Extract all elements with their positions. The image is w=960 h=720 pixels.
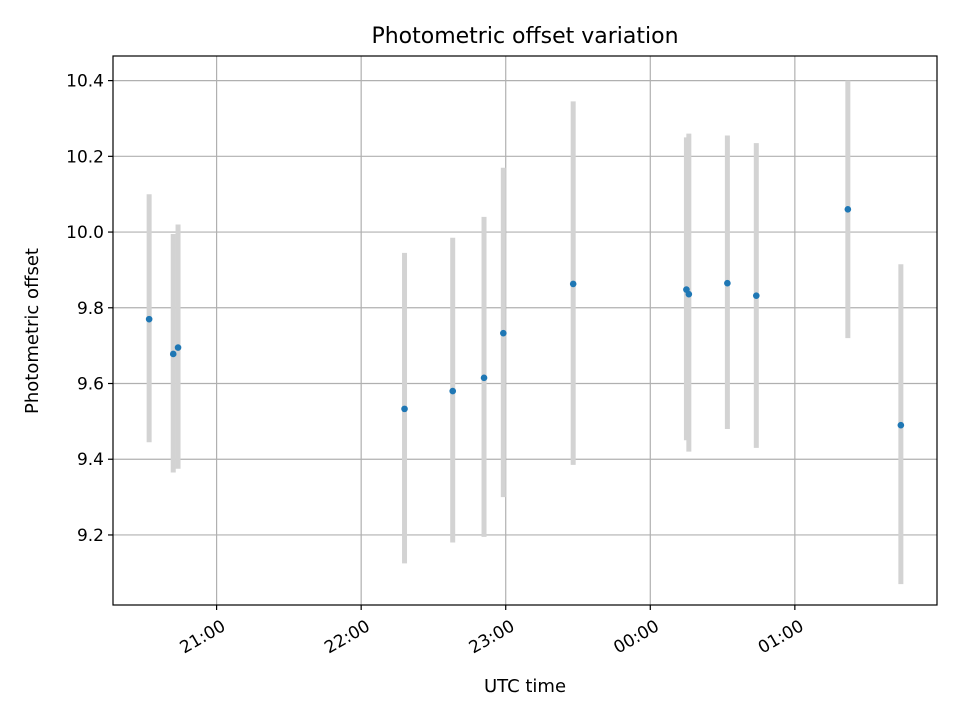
y-tick-label: 10.4 [66, 72, 104, 92]
data-point [724, 279, 731, 287]
data-point [145, 315, 153, 323]
grid-layer [113, 56, 937, 605]
y-tick-label: 10.2 [66, 147, 104, 167]
data-point [449, 387, 457, 395]
y-tick-label: 9.4 [77, 450, 104, 470]
point-layer [145, 206, 905, 429]
chart-title: Photometric offset variation [371, 24, 678, 49]
x-axis-label: UTC time [484, 676, 566, 697]
plot-frame [112, 55, 938, 606]
y-tick-label: 9.8 [77, 299, 104, 319]
data-point [897, 421, 905, 429]
data-point [401, 405, 408, 413]
data-point [844, 206, 852, 213]
data-point [569, 280, 577, 288]
data-point [169, 350, 177, 358]
data-point [500, 329, 507, 337]
y-axis-label: Photometric offset [22, 248, 43, 414]
data-point [685, 290, 693, 298]
y-tick-label: 10.0 [66, 223, 104, 243]
data-point [174, 344, 182, 351]
data-point [752, 292, 760, 299]
data-point [480, 374, 488, 382]
y-tick-label: 9.2 [77, 526, 104, 546]
y-tick-label: 9.6 [77, 375, 104, 395]
